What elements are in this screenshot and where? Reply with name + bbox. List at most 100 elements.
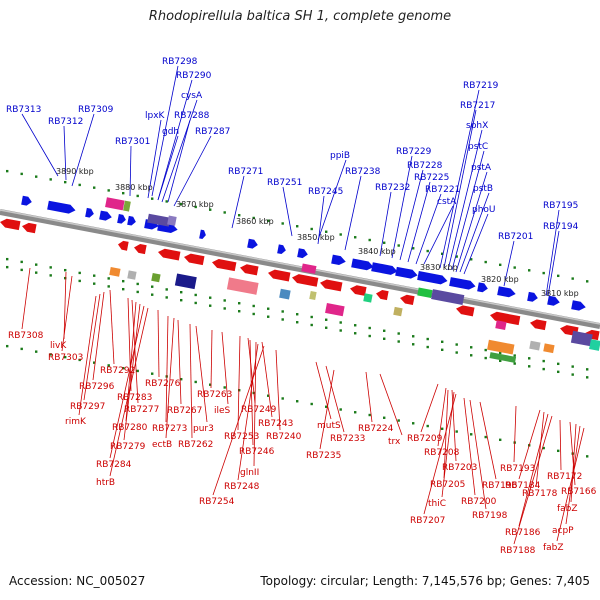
tick-dot-lower-inner [64, 276, 67, 280]
forward-gene-label: RB7309 [78, 105, 114, 115]
reverse-label-leader [275, 349, 281, 431]
tick-dot-lower-inner [35, 271, 38, 274]
tick-dot-upper-outer [528, 269, 531, 272]
tick-dot-upper-inner [180, 291, 183, 294]
tick-dot-lower-outer [383, 416, 386, 419]
reverse-label-leader [513, 415, 553, 545]
tick-dot-upper-outer [484, 260, 487, 264]
tick-dot-upper-inner [383, 329, 386, 332]
forward-gene-label: RB7229 [396, 147, 432, 157]
tick-dot-lower-inner [354, 332, 357, 335]
forward-gene-18 [477, 282, 488, 293]
forward-gene-label: RB7245 [308, 187, 343, 197]
tick-dot-upper-inner [557, 362, 560, 366]
reverse-label-leader [315, 361, 332, 420]
reverse-gene-label: RB7205 [430, 480, 465, 490]
forward-gene-label: pstC [468, 142, 488, 152]
reverse-gene-label: RB7277 [124, 405, 159, 415]
reverse-gene-label: pur3 [193, 424, 214, 434]
forward-gene-12 [331, 254, 346, 265]
reverse-label-leader [247, 337, 256, 404]
reverse-gene-label: RB7166 [561, 487, 597, 497]
feature-block-13 [417, 287, 433, 298]
tick-dot-upper-outer [441, 252, 444, 255]
forward-gene-20 [527, 291, 538, 302]
forward-gene-label: cysA [181, 91, 203, 101]
tick-dot-upper-inner [513, 354, 516, 357]
forward-gene-label: RB7313 [6, 105, 41, 115]
tick-dot-lower-inner [78, 279, 81, 283]
tick-dot-lower-inner [267, 315, 270, 318]
tick-dot-lower-outer [339, 408, 342, 411]
tick-dot-lower-inner [223, 307, 226, 310]
tick-dot-upper-inner [49, 266, 52, 269]
forward-label-leader [379, 191, 392, 257]
tick-dot-upper-outer [571, 277, 574, 280]
scale-label: 3890 kbp [56, 167, 94, 176]
feature-block-19 [543, 343, 555, 354]
tick-dot-lower-outer [35, 350, 38, 353]
tick-dot-lower-outer [93, 361, 96, 364]
tick-dot-upper-inner [165, 288, 168, 291]
forward-gene-1 [47, 200, 76, 214]
reverse-gene-13 [400, 294, 415, 306]
reverse-gene-label: RB7200 [461, 497, 497, 507]
reverse-gene-11 [350, 285, 367, 296]
forward-label-leader [503, 240, 515, 287]
forward-label-leader [415, 193, 442, 265]
reverse-gene-label: RB7224 [358, 424, 394, 434]
tick-dot-upper-inner [238, 302, 241, 305]
reverse-gene-label: RB7208 [424, 448, 460, 458]
forward-gene-label: RB7251 [267, 178, 302, 188]
forward-gene-label: gdh [162, 127, 179, 137]
tick-dot-upper-outer [78, 183, 81, 187]
tick-dot-upper-inner [296, 313, 299, 316]
reverse-gene-label: RB7267 [167, 406, 202, 416]
feature-block-21 [589, 339, 600, 351]
tick-dot-lower-inner [412, 343, 415, 346]
reverse-label-leader [437, 387, 447, 447]
reverse-gene-labels: RB7308 livK RB7303 RB7292 RB7296 RB7297 rimK RB… [8, 331, 597, 556]
forward-gene-label: RB7195 [543, 201, 578, 211]
tick-dot-upper-outer [209, 208, 212, 211]
tick-dot-upper-inner [571, 365, 574, 368]
reverse-label-leader [469, 399, 487, 510]
tick-dot-upper-outer [455, 255, 458, 258]
tick-dot-upper-outer [397, 244, 400, 247]
tick-dot-upper-outer [470, 258, 473, 261]
tick-dot-lower-inner [238, 310, 241, 313]
feature-block-17 [489, 352, 517, 363]
tick-dot-upper-inner [6, 257, 9, 261]
forward-gene-label: pstB [473, 184, 493, 194]
feature-block-2 [147, 213, 171, 227]
reverse-label-leader [365, 371, 373, 423]
tick-dot-lower-outer [136, 369, 139, 373]
tick-dot-upper-outer [238, 214, 241, 217]
reverse-label-leader [463, 397, 476, 496]
forward-gene-label: RB7228 [407, 161, 443, 171]
reverse-gene-label: trx [388, 437, 401, 447]
reverse-gene-label: mutS [317, 421, 341, 431]
tick-dot-lower-outer [296, 400, 299, 403]
forward-gene-label: RB7290 [176, 71, 212, 81]
tick-dot-upper-outer [383, 241, 386, 244]
forward-gene-10 [277, 244, 286, 255]
reverse-gene-label: RB7172 [547, 472, 582, 482]
tick-dot-lower-outer [484, 435, 487, 439]
tick-dot-lower-inner [107, 285, 110, 288]
tick-dot-upper-inner [354, 324, 357, 327]
gene-features [0, 195, 600, 363]
reverse-gene-3 [134, 244, 147, 255]
tick-marks [6, 169, 589, 458]
feature-block-15 [495, 320, 507, 331]
reverse-label-leader [253, 341, 257, 467]
accession-text: Accession: NC_005027 [9, 574, 146, 588]
backbone-line [0, 209, 600, 329]
tick-dot-lower-outer [368, 413, 371, 417]
tick-dot-lower-outer [223, 386, 226, 389]
forward-label-leader [455, 171, 488, 273]
reverse-gene-label: RB7198 [472, 511, 508, 521]
reverse-gene-label: RB7193 [500, 464, 535, 474]
reverse-gene-label: RB7296 [79, 382, 115, 392]
